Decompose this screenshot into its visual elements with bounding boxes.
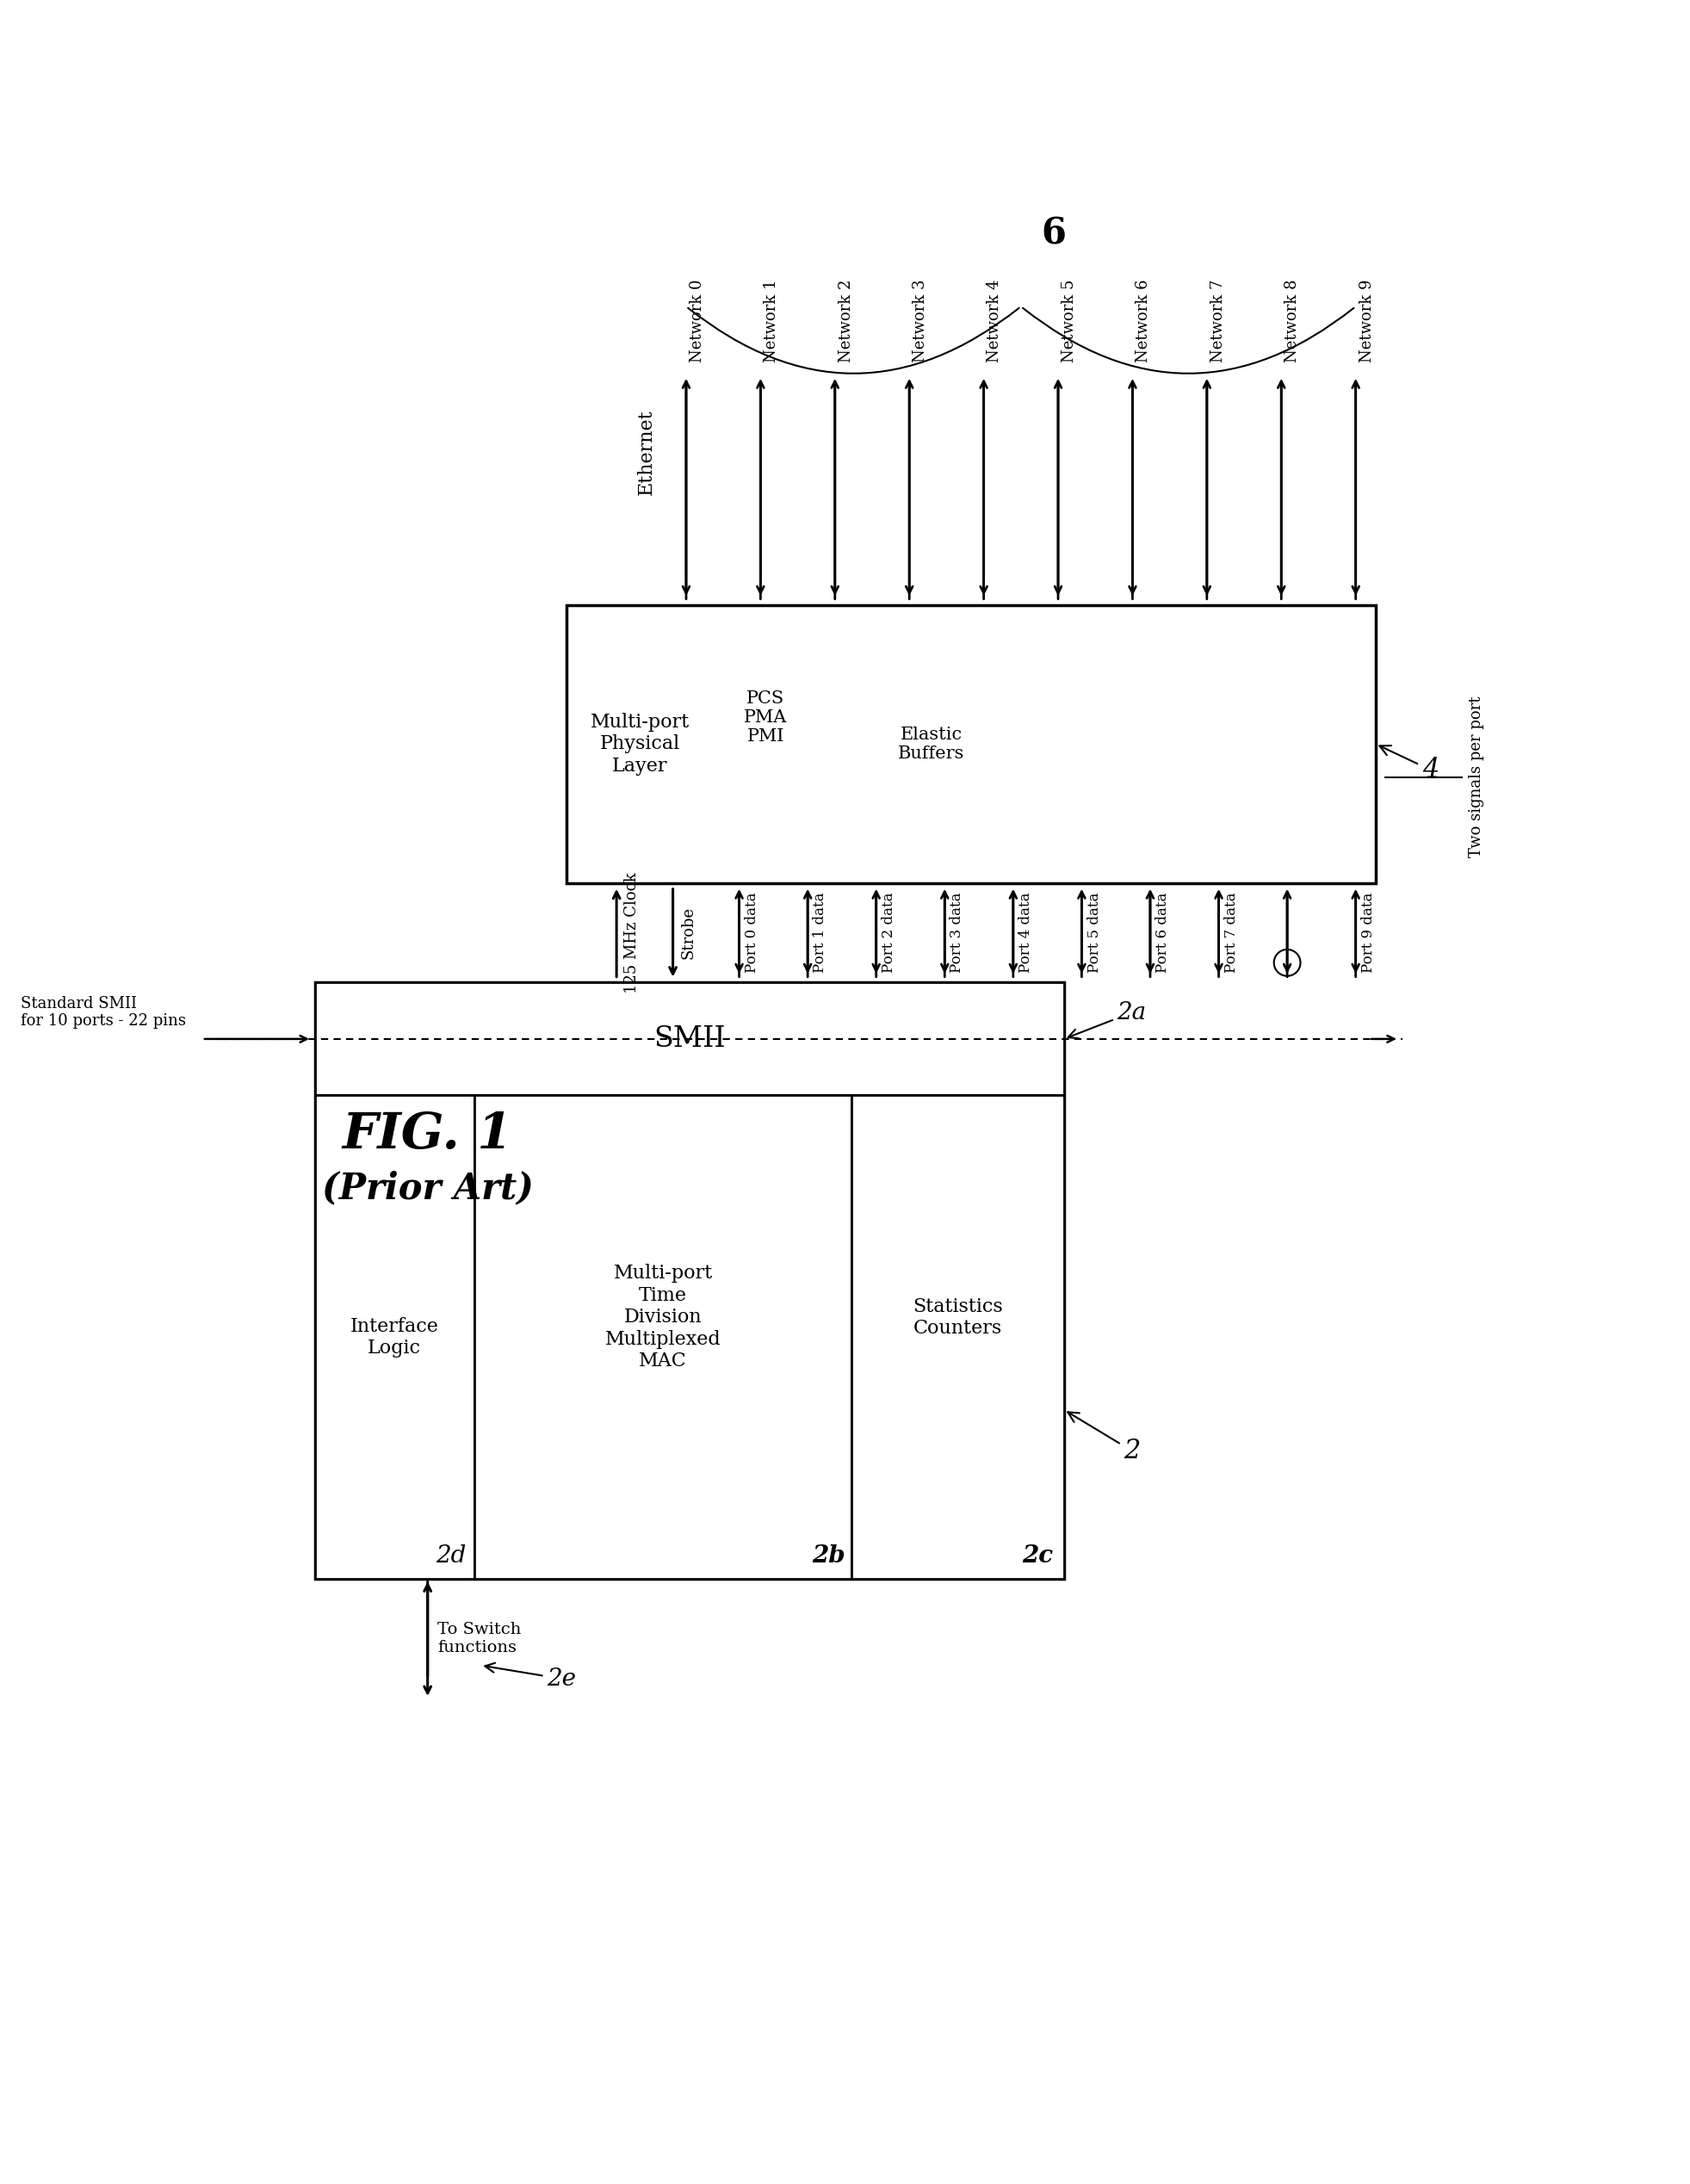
Text: 2e: 2e	[485, 1662, 576, 1690]
Text: 125 MHz Clock: 125 MHz Clock	[625, 871, 641, 994]
Text: 2: 2	[1068, 1413, 1141, 1463]
Bar	[852, 1096, 1065, 1579]
Text: 2b: 2b	[811, 1544, 845, 1568]
Text: FIG. 1: FIG. 1	[343, 1112, 512, 1160]
Bar	[566, 605, 1376, 882]
Text: Statistics
Counters: Statistics Counters	[913, 1297, 1004, 1339]
Bar	[314, 1096, 473, 1579]
Text: Network 0: Network 0	[690, 280, 705, 363]
Text: Interface
Logic: Interface Logic	[350, 1317, 439, 1358]
Bar	[314, 983, 1065, 1579]
Text: Two signals per port: Two signals per port	[1469, 697, 1484, 858]
Text: Elastic
Buffers: Elastic Buffers	[897, 727, 965, 762]
Text: Port 5 data: Port 5 data	[1087, 893, 1102, 974]
Text: Network 5: Network 5	[1061, 280, 1077, 363]
Text: Network 7: Network 7	[1210, 280, 1225, 363]
Text: Strobe: Strobe	[681, 906, 696, 959]
Text: Network 8: Network 8	[1284, 280, 1300, 363]
Text: Multi-port
Physical
Layer: Multi-port Physical Layer	[590, 712, 690, 775]
Text: Network 2: Network 2	[838, 280, 853, 363]
Text: Network 1: Network 1	[764, 280, 779, 363]
Text: Port 2 data: Port 2 data	[882, 893, 896, 974]
Text: Network 9: Network 9	[1359, 280, 1374, 363]
Text: Multi-port
Time
Division
Multiplexed
MAC: Multi-port Time Division Multiplexed MAC	[605, 1265, 722, 1372]
Bar	[473, 1096, 852, 1579]
Text: 4: 4	[1379, 745, 1438, 784]
Bar	[314, 983, 1065, 1096]
Text: Port 7 data: Port 7 data	[1224, 893, 1239, 974]
Text: 2a: 2a	[1068, 1000, 1146, 1037]
Text: Port 4 data: Port 4 data	[1019, 893, 1033, 974]
Text: Port 0 data: Port 0 data	[745, 893, 759, 974]
Text: Port 9 data: Port 9 data	[1360, 893, 1376, 974]
Text: Port 3 data: Port 3 data	[950, 893, 965, 974]
Text: Network 4: Network 4	[987, 280, 1002, 363]
Text: PCS
PMA
PMI: PCS PMA PMI	[744, 690, 788, 745]
Text: Standard SMII
for 10 ports - 22 pins: Standard SMII for 10 ports - 22 pins	[20, 996, 186, 1029]
Text: Port 6 data: Port 6 data	[1156, 893, 1169, 974]
Text: To Switch
functions: To Switch functions	[438, 1623, 522, 1655]
Text: Port 1 data: Port 1 data	[813, 893, 828, 974]
Text: 2d: 2d	[436, 1544, 466, 1568]
Text: Network 3: Network 3	[913, 280, 928, 363]
Text: Ethernet: Ethernet	[637, 408, 656, 496]
Text: SMII: SMII	[654, 1024, 725, 1053]
Text: (Prior Art): (Prior Art)	[321, 1171, 534, 1206]
Text: 6: 6	[1041, 216, 1066, 251]
Text: 2c: 2c	[1022, 1544, 1053, 1568]
Text: Network 6: Network 6	[1136, 280, 1151, 363]
